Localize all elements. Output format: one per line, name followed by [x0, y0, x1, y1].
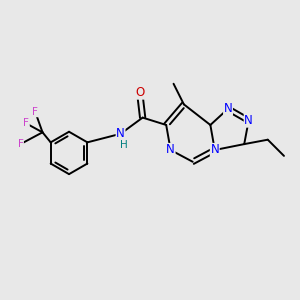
Text: N: N [116, 127, 125, 140]
Text: H: H [120, 140, 128, 150]
Text: N: N [244, 114, 253, 127]
Text: F: F [23, 118, 29, 128]
Text: F: F [32, 107, 38, 117]
Text: N: N [166, 143, 175, 157]
Text: O: O [135, 86, 144, 99]
Text: N: N [210, 143, 219, 157]
Text: F: F [17, 139, 23, 149]
Text: N: N [224, 102, 233, 115]
